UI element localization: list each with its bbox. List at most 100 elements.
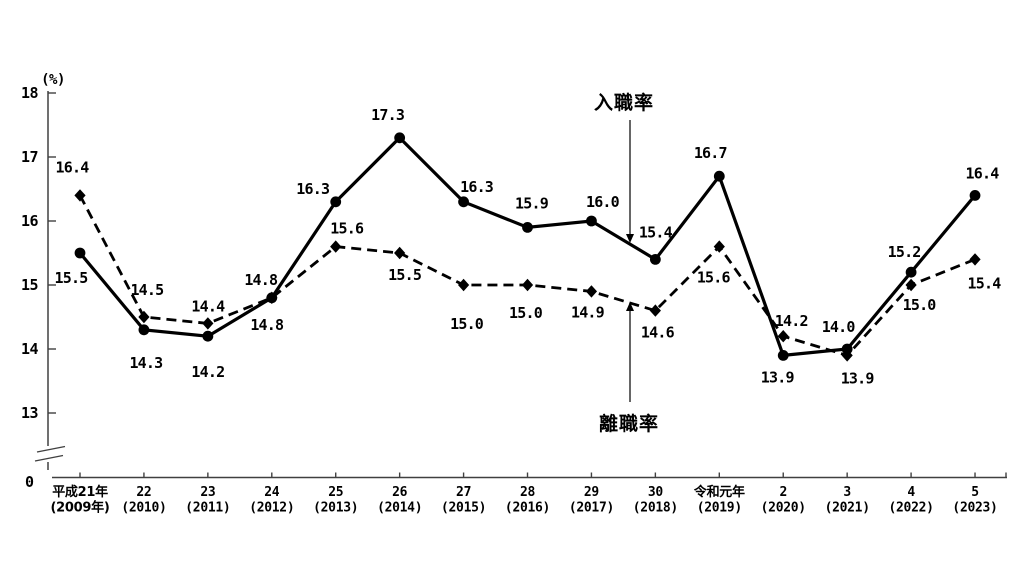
x-axis-tick-label-year: (2010) — [121, 501, 166, 516]
separation-rate-marker-diamond — [841, 349, 853, 362]
hiring-rate-value-label: 15.4 — [639, 223, 673, 241]
separation-rate-marker-diamond — [713, 240, 725, 253]
x-axis-tick-label-era: 令和元年 — [694, 484, 745, 500]
x-axis-tick-label-era: 27 — [456, 485, 471, 500]
separation-rate-value-label: 14.4 — [191, 297, 225, 315]
hiring-rate-value-label: 15.2 — [888, 243, 921, 261]
y-axis-tick-label: 16 — [21, 212, 39, 230]
x-axis-tick-label-era: 28 — [520, 485, 536, 500]
unit-label: (%) — [41, 72, 65, 88]
x-axis-tick-label-year: (2021) — [825, 501, 870, 516]
separation-rate-value-label: 15.4 — [968, 274, 1002, 292]
x-axis-tick-label-era: 30 — [648, 485, 664, 500]
y-axis-tick-label: 18 — [21, 84, 39, 102]
hiring-rate-value-label: 16.3 — [460, 178, 494, 196]
x-axis-tick-label-year: (2019) — [697, 501, 742, 516]
hiring-rate-value-label: 16.0 — [586, 193, 620, 211]
hiring-rate-value-label: 13.9 — [761, 368, 795, 386]
hiring-rate-marker-circle — [713, 170, 725, 182]
x-axis-tick-label-year: (2023) — [952, 501, 997, 516]
annotation-hiring-rate-label: 入職率 — [594, 91, 654, 114]
annotation-hiring-rate-arrow-down-icon — [626, 234, 634, 243]
x-axis-tick-label-year: (2016) — [505, 501, 550, 516]
hiring-rate-marker-circle — [522, 222, 533, 233]
x-axis-tick-label-era: 4 — [907, 485, 915, 500]
separation-rate-value-label: 14.8 — [244, 271, 278, 289]
x-axis-tick-label-era: 2 — [779, 485, 787, 500]
hiring-rate-value-label: 14.2 — [191, 363, 224, 381]
hiring-rate-marker-circle — [777, 350, 789, 361]
annotation-separation-rate-label: 離職率 — [599, 412, 659, 435]
separation-rate-marker-diamond — [649, 304, 661, 317]
x-axis-tick-label-year: (2014) — [377, 501, 422, 516]
axis-break-mark — [36, 445, 66, 453]
x-axis-tick-label-era: 26 — [392, 485, 408, 500]
separation-rate-marker-diamond — [969, 253, 981, 266]
y-axis-tick-label: 15 — [21, 276, 39, 294]
hiring-rate-marker-circle — [330, 196, 342, 208]
x-axis-tick-label-era: 5 — [971, 485, 979, 500]
separation-rate-value-label: 15.0 — [450, 315, 484, 333]
hiring-rate-marker-circle — [841, 343, 853, 355]
hiring-rate-value-label: 15.9 — [515, 194, 549, 212]
x-axis-tick-label-year: (2009年) — [51, 500, 110, 516]
hiring-rate-marker-circle — [905, 266, 917, 278]
x-axis-tick-label-era: 25 — [328, 485, 343, 500]
hiring-rate-marker-circle — [74, 247, 86, 259]
separation-rate-marker-diamond — [777, 330, 789, 343]
hiring-rate-value-label: 16.7 — [694, 144, 727, 162]
separation-rate-marker-diamond — [457, 278, 470, 292]
hiring-rate-value-label: 14.0 — [822, 318, 856, 336]
hiring-rate-marker-circle — [138, 324, 150, 336]
separation-rate-value-label: 14.6 — [641, 324, 675, 342]
x-axis-tick-label-year: (2012) — [249, 501, 294, 516]
hiring-rate-value-label: 16.4 — [966, 164, 1000, 182]
y-axis-tick-label: 17 — [21, 148, 38, 166]
x-axis-tick-label-year: (2022) — [889, 501, 934, 516]
hiring-rate-value-label: 14.8 — [250, 316, 284, 334]
separation-rate-value-label: 14.5 — [130, 281, 164, 299]
hiring-rate-marker-circle — [649, 254, 661, 265]
separation-rate-marker-diamond — [330, 240, 342, 253]
hiring-rate-marker-circle — [394, 132, 406, 144]
y-axis-tick-label: 13 — [21, 404, 39, 422]
separation-rate-marker-diamond — [394, 246, 406, 260]
separation-rate-value-label: 14.2 — [775, 312, 808, 330]
separation-rate-marker-diamond — [521, 278, 534, 292]
x-axis-tick-label-era: 3 — [843, 485, 851, 500]
separation-rate-marker-diamond — [138, 310, 150, 324]
origin-label: 0 — [25, 473, 34, 491]
x-axis-tick-label-era: 29 — [584, 485, 599, 500]
x-axis-tick-label-era: 24 — [264, 485, 280, 500]
x-axis-tick-label-era: 平成21年 — [52, 484, 108, 500]
separation-rate-value-label: 13.9 — [841, 369, 875, 387]
axis-break-mark — [34, 454, 64, 462]
hiring-rate-marker-circle — [458, 196, 469, 208]
separation-rate-marker-diamond — [905, 278, 917, 292]
separation-rate-value-label: 15.5 — [388, 266, 422, 284]
x-axis-tick-label-year: (2018) — [633, 501, 678, 516]
separation-rate-marker-diamond — [585, 285, 598, 298]
hiring-rate-value-label: 14.3 — [129, 354, 163, 372]
separation-rate-value-label: 15.6 — [330, 220, 364, 238]
separation-rate-value-label: 16.4 — [56, 158, 90, 176]
annotation-separation-rate-arrow-up-icon — [626, 302, 634, 311]
separation-rate-value-label: 15.6 — [697, 269, 731, 287]
x-axis-tick-label-year: (2011) — [185, 501, 230, 516]
x-axis-tick-label-era: 23 — [200, 485, 215, 500]
separation-rate-value-label: 15.0 — [903, 296, 937, 314]
separation-rate-marker-diamond — [74, 189, 86, 202]
hiring-rate-value-label: 16.3 — [296, 180, 330, 198]
x-axis-tick-label-year: (2020) — [761, 501, 806, 516]
hiring-rate-value-label: 15.5 — [55, 269, 89, 287]
hiring-rate-marker-circle — [586, 215, 597, 227]
hiring-rate-value-label: 17.3 — [371, 106, 405, 124]
y-axis-tick-label: 14 — [21, 340, 39, 358]
separation-rate-value-label: 15.0 — [509, 304, 543, 322]
hiring-rate-marker-circle — [202, 330, 214, 342]
x-axis-tick-label-year: (2013) — [313, 501, 358, 516]
separation-rate-marker-diamond — [202, 317, 214, 330]
x-axis-tick-label-era: 22 — [136, 485, 151, 500]
